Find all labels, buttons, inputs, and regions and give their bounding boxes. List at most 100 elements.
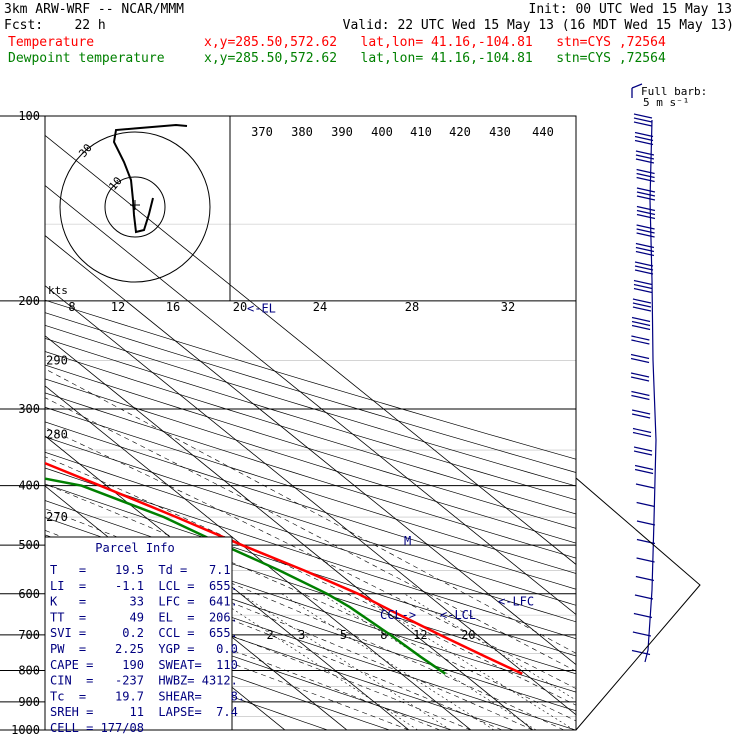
wind-barb xyxy=(633,287,653,294)
wind-panel-edge xyxy=(575,477,701,731)
wind-shaft xyxy=(644,119,657,663)
parcel-row: SREH = 11 LAPSE= 7.4 xyxy=(50,705,238,719)
parcel-info-panel: Parcel Info T = 19.5 Td = 7.1 LI = -1.1 LC… xyxy=(44,536,245,735)
legend-temperature-location: x,y=285.50,572.62 lat,lon= 41.16,-104.81… xyxy=(204,35,666,50)
parcel-levels: <-EL CCL-> <-LCL <-LFC M xyxy=(247,302,534,622)
wind-barb xyxy=(635,154,655,160)
hodograph-center xyxy=(130,200,140,210)
el-label: <-EL xyxy=(247,302,276,316)
theta-label: 290 xyxy=(46,353,68,367)
wind-barb xyxy=(632,431,652,438)
parcel-row: TT = 49 EL = 206. xyxy=(50,610,238,624)
wind-barb xyxy=(636,557,655,563)
pressure-label-700: 700 xyxy=(18,628,40,642)
pressure-label-1000: 1000 xyxy=(11,723,40,737)
wind-barb xyxy=(632,302,652,308)
wind-barb xyxy=(636,205,656,212)
barb-legend-title: Full barb: xyxy=(641,85,707,98)
hodograph-ring xyxy=(104,176,166,238)
pressure-label-100: 100 xyxy=(18,109,40,123)
wind-barb xyxy=(636,168,655,175)
wind-barb xyxy=(631,409,651,415)
dry-adiabat xyxy=(45,451,576,623)
mixing-ratio-line xyxy=(240,593,451,730)
isotherm xyxy=(45,285,576,716)
wind-barb xyxy=(635,250,655,257)
wind-barb xyxy=(633,446,653,452)
legend-dewpoint: Dewpoint temperature xyxy=(8,51,165,66)
isotherm xyxy=(45,235,576,666)
theta-label: 380 xyxy=(291,125,313,139)
legend-temperature: Temperature xyxy=(8,35,95,50)
dry-adiabat xyxy=(45,324,576,487)
wind-barb xyxy=(631,316,651,323)
isotherm xyxy=(45,435,410,730)
dry-adiabat xyxy=(45,589,453,730)
wind-barb xyxy=(634,131,654,138)
pressure-label-500: 500 xyxy=(18,538,40,552)
isotherm xyxy=(45,335,534,730)
wind-barb xyxy=(634,135,654,142)
wind-barb xyxy=(630,372,650,378)
wind-barb xyxy=(631,413,651,419)
wind-barb xyxy=(633,283,653,290)
dry-adiabat xyxy=(45,337,576,501)
wind-barb xyxy=(634,265,654,271)
dry-adiabat xyxy=(45,312,576,473)
theta-label: 270 xyxy=(46,510,68,524)
wind-barb xyxy=(636,191,656,197)
wind-barb xyxy=(633,113,653,119)
wind-barb xyxy=(636,172,655,179)
hodograph-trace xyxy=(112,123,188,234)
hodograph-speed-label: 12 xyxy=(111,300,125,314)
series-line-temperature xyxy=(45,461,523,675)
hodograph-ring-label: 10 xyxy=(106,174,124,193)
header-model: 3km ARW-WRF -- NCAR/MMM xyxy=(4,2,185,17)
wind-barb xyxy=(631,649,651,656)
parcel-row: CELL = 177/08 xyxy=(50,721,144,735)
wind-barb xyxy=(636,224,655,230)
wind-barb xyxy=(636,228,655,234)
wind-barb xyxy=(633,279,653,286)
wind-barb xyxy=(634,269,654,275)
wind-barb xyxy=(635,246,655,253)
wind-barb xyxy=(632,298,652,304)
isotherm xyxy=(45,385,472,730)
isotherm xyxy=(45,184,576,616)
wind-barb xyxy=(631,324,651,331)
wind-barbs: Full barb:5 m s⁻¹ xyxy=(575,83,707,731)
wind-barb xyxy=(635,158,655,164)
pressure-label-900: 900 xyxy=(18,695,40,709)
wind-barb xyxy=(632,427,652,434)
wind-barb xyxy=(635,150,655,156)
theta-label: 410 xyxy=(410,125,432,139)
wind-barb xyxy=(633,121,653,127)
lcl-label: <-LCL xyxy=(440,608,476,622)
wind-barb xyxy=(631,394,650,401)
marker-500: M xyxy=(404,534,411,548)
wind-barb xyxy=(634,594,654,600)
dry-adiabat xyxy=(45,436,576,606)
pressure-label-600: 600 xyxy=(18,587,40,601)
dry-adiabat xyxy=(45,421,576,590)
wind-barb xyxy=(636,520,656,526)
barb-legend-unit: 5 m s⁻¹ xyxy=(643,96,689,109)
mixing-ratio-line xyxy=(404,593,576,701)
wind-barb xyxy=(630,376,650,382)
hodograph-ring xyxy=(59,131,211,283)
mixing-ratio-line xyxy=(281,593,495,730)
parcel-row: PW = 2.25 YGP = 0.0 xyxy=(50,642,238,656)
wind-barb xyxy=(634,468,654,475)
dry-adiabat xyxy=(45,299,576,460)
mixing-ratio-line xyxy=(209,593,418,730)
pressure-label-400: 400 xyxy=(18,479,40,493)
hodograph-speed-label: 8 xyxy=(68,300,75,314)
theta-label: 430 xyxy=(489,125,511,139)
header-init: Init: 00 UTC Wed 15 May 13 xyxy=(528,2,733,17)
wind-barb xyxy=(633,450,653,456)
wind-barb xyxy=(636,176,655,183)
mixing-ratio-line xyxy=(321,593,537,730)
wind-barb xyxy=(633,117,653,123)
wind-barb xyxy=(636,501,655,508)
